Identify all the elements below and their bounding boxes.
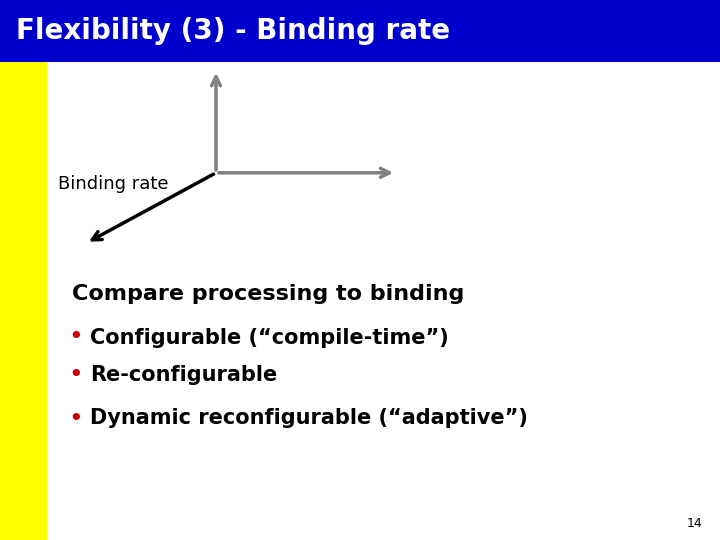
Text: •: • xyxy=(68,326,83,349)
Text: Flexibility (3) - Binding rate: Flexibility (3) - Binding rate xyxy=(16,17,450,45)
Text: 14: 14 xyxy=(686,517,702,530)
Text: Compare processing to binding: Compare processing to binding xyxy=(72,284,464,305)
Text: Dynamic reconfigurable (“adaptive”): Dynamic reconfigurable (“adaptive”) xyxy=(90,408,528,429)
Text: •: • xyxy=(68,407,83,430)
Bar xyxy=(0,62,47,540)
Bar xyxy=(0,0,720,62)
Text: Configurable (“compile-time”): Configurable (“compile-time”) xyxy=(90,327,449,348)
Text: Binding rate: Binding rate xyxy=(58,174,168,193)
Text: Re-configurable: Re-configurable xyxy=(90,365,277,386)
Text: •: • xyxy=(68,363,83,387)
